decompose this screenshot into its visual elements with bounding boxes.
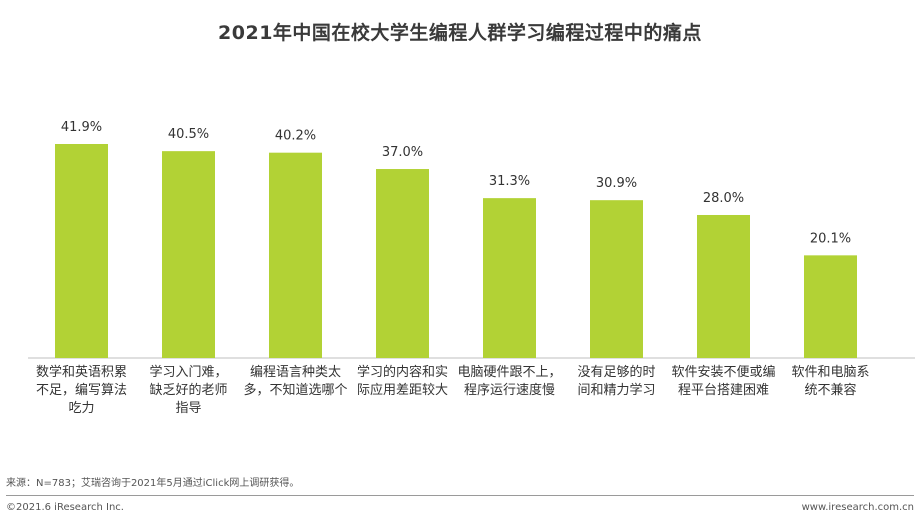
bar-2 — [162, 151, 215, 358]
value-label-4: 37.0% — [382, 145, 423, 160]
category-label-6: 没有足够的时 间和精力学习 — [561, 364, 673, 400]
bar-7 — [697, 214, 750, 358]
category-label-line: 没有足够的时 — [577, 365, 656, 380]
category-label-line: 电脑硬件跟不上， — [457, 365, 562, 380]
bar-8 — [804, 255, 857, 358]
source-note: 来源：N=783；艾瑞咨询于2021年5月通过iClick网上调研获得。 — [6, 478, 300, 489]
bar-5 — [483, 198, 536, 358]
bar-6 — [590, 200, 643, 358]
category-label-line: 学习的内容和实 — [356, 365, 448, 380]
category-label-line: 多，不知道选哪个 — [243, 383, 348, 398]
value-label-6: 30.9% — [596, 176, 637, 191]
category-label-line: 程序运行速度慢 — [463, 383, 555, 398]
category-label-line: 指导 — [175, 401, 202, 416]
category-label-4: 学习的内容和实 际应用差距较大 — [347, 364, 459, 400]
website-link[interactable]: www.iresearch.com.cn — [801, 502, 914, 513]
category-label-line: 统不兼容 — [804, 383, 857, 398]
category-label-line: 软件安装不便或编 — [671, 365, 776, 380]
value-label-3: 40.2% — [275, 129, 316, 144]
bar-4 — [376, 169, 429, 358]
chart-title: 2021年中国在校大学生编程人群学习编程过程中的痛点 — [218, 22, 702, 44]
category-label-line: 学习入门难， — [149, 365, 228, 380]
category-label-line: 际应用差距较大 — [356, 383, 448, 398]
category-label-5: 电脑硬件跟不上， 程序运行速度慢 — [454, 364, 566, 400]
category-label-7: 软件安装不便或编 程平台搭建困难 — [668, 364, 780, 400]
category-label-1: 数学和英语积累 不足，编写算法 吃力 — [26, 364, 138, 418]
value-label-5: 31.3% — [489, 174, 530, 189]
category-label-line: 程平台搭建困难 — [677, 383, 769, 398]
copyright-text: ©2021.6 iResearch Inc. — [6, 502, 124, 513]
category-label-line: 吃力 — [68, 401, 95, 416]
category-label-line: 缺乏好的老师 — [149, 383, 228, 398]
category-label-line: 编程语言种类太 — [249, 365, 341, 380]
category-label-8: 软件和电脑系 统不兼容 — [775, 364, 887, 400]
value-label-2: 40.5% — [168, 127, 209, 142]
category-label-2: 学习入门难， 缺乏好的老师 指导 — [133, 364, 245, 418]
bar-1 — [55, 144, 108, 358]
category-label-3: 编程语言种类太 多，不知道选哪个 — [240, 364, 352, 400]
footer-divider — [6, 495, 914, 496]
value-label-8: 20.1% — [810, 231, 851, 246]
category-label-line: 软件和电脑系 — [791, 365, 870, 380]
category-label-line: 不足，编写算法 — [35, 383, 127, 398]
category-label-line: 数学和英语积累 — [35, 365, 127, 380]
category-label-line: 间和精力学习 — [577, 383, 656, 398]
value-label-7: 28.0% — [703, 191, 744, 206]
bar-3 — [269, 152, 322, 358]
value-label-1: 41.9% — [61, 120, 102, 135]
